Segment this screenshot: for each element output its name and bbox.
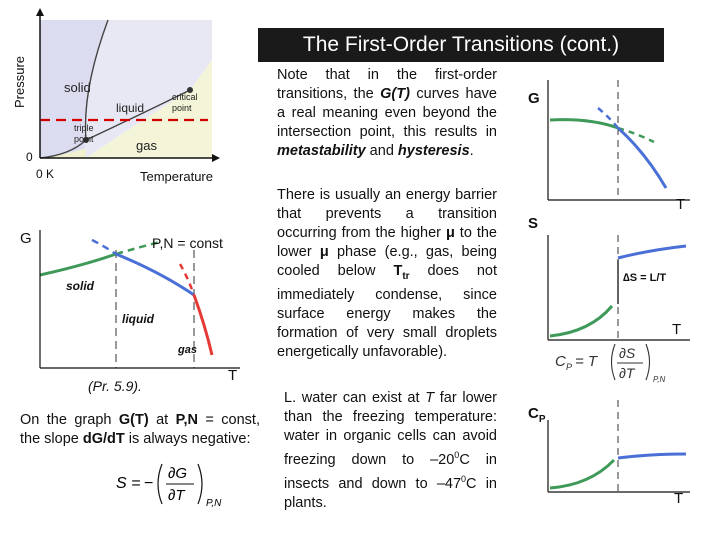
pressure-label: Pressure xyxy=(12,56,27,108)
cp-formula-denominator: ∂T xyxy=(619,365,636,381)
reference-label: (Pr. 5.9). xyxy=(88,378,142,394)
critical-point-label-1: critical xyxy=(172,92,198,102)
g-plot-blue-curve xyxy=(617,126,668,189)
formula-denominator: ∂T xyxy=(168,487,186,504)
liquid-region-label: liquid xyxy=(116,101,144,115)
formula-subscript: P,N xyxy=(206,498,222,509)
gas-curve xyxy=(192,294,214,356)
formula-lhs: S = xyxy=(116,475,140,492)
formula-left-paren xyxy=(157,463,163,505)
right-plots xyxy=(547,80,690,493)
metastability-note: Note that in the first-order transitions… xyxy=(277,67,497,159)
gas-label: gas xyxy=(178,344,197,356)
gibbs-plot xyxy=(39,230,240,369)
g-plot-blue-dashed xyxy=(597,107,619,129)
critical-point-label-2: point xyxy=(172,103,192,113)
gas-region xyxy=(40,60,212,158)
cp-plot-green-curve xyxy=(549,458,616,490)
solid-metastable-curve xyxy=(115,240,161,256)
gas-lower-region xyxy=(40,148,86,158)
gas-metastable-curve xyxy=(178,263,196,296)
t-axis-label: T xyxy=(228,367,238,384)
origin-kelvin-label: 0 K xyxy=(36,167,54,181)
delta-s-label: ∆S = L/T xyxy=(623,272,667,284)
barrier-note: There is usually an energy barrier that … xyxy=(277,187,497,360)
formula-right-paren xyxy=(197,463,203,505)
pressure-arrow-icon xyxy=(36,8,44,16)
triple-point-label-1: triple xyxy=(74,123,94,133)
liquid-label: liquid xyxy=(122,312,154,326)
right-t-label-2: T xyxy=(672,321,682,338)
triple-point-dot xyxy=(83,137,89,143)
s-plot-green-curve xyxy=(549,305,614,338)
cp-formula-left-paren xyxy=(610,343,616,381)
melting-curve xyxy=(84,19,109,141)
g-axis-label: G xyxy=(20,230,32,247)
temperature-label: Temperature xyxy=(140,169,213,184)
critical-point-dot xyxy=(187,87,193,93)
cp-formula-subscript: P,N xyxy=(653,375,666,384)
cp-formula-right-paren xyxy=(645,343,651,381)
gas-region-label: gas xyxy=(136,138,157,153)
liquid-metastable-curve xyxy=(91,238,117,256)
slope-note: On the graph G(T) at P,N = const, the sl… xyxy=(20,412,260,447)
formula-minus: − xyxy=(144,475,153,492)
cp-formula-numerator: ∂S xyxy=(619,345,636,361)
right-t-label-3: T xyxy=(674,490,684,507)
triple-point-label-2: point xyxy=(74,134,94,144)
g-plot-green-curve xyxy=(549,118,619,130)
cp-plot-blue-curve xyxy=(617,452,687,460)
solid-region-label: solid xyxy=(64,80,91,95)
solid-region xyxy=(40,20,108,158)
right-g-label: G xyxy=(528,90,540,107)
pn-const-label: P,N = const xyxy=(152,235,223,251)
cp-formula: C P = T ∂S ∂T P,N xyxy=(555,343,666,384)
origin-zero-label: 0 xyxy=(26,150,33,164)
water-note: L. water can exist at T far lower than t… xyxy=(284,390,497,511)
solid-label: solid xyxy=(66,279,95,293)
right-s-label: S xyxy=(528,215,539,232)
s-plot-blue-curve xyxy=(617,244,687,260)
slide-title: The First-Order Transitions (cont.) xyxy=(258,28,664,62)
right-t-label-1: T xyxy=(676,196,686,213)
cp-formula-lhs-sub: P xyxy=(566,362,572,372)
vaporization-curve xyxy=(85,89,191,141)
formula-numerator: ∂G xyxy=(168,465,187,482)
phase-diagram: Pressure Temperature 0 0 K solid liquid … xyxy=(12,8,220,184)
liquid-region xyxy=(84,20,212,158)
right-cp-label: CP xyxy=(528,405,546,425)
liquid-curve xyxy=(115,252,195,297)
cp-formula-eq: = T xyxy=(575,353,599,370)
temperature-arrow-icon xyxy=(212,154,220,162)
entropy-formula: S = − ∂G ∂T P,N xyxy=(116,463,222,509)
cp-formula-lhs: C xyxy=(555,353,566,370)
solid-curve xyxy=(39,252,117,277)
